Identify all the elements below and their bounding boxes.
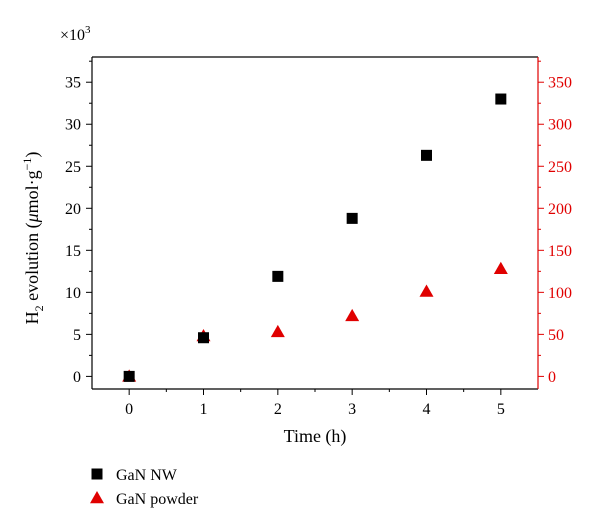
x-tick-label: 2	[274, 401, 282, 418]
y-tick-label-left: 25	[65, 159, 81, 176]
y-tick-label-right: 300	[548, 117, 572, 134]
data-point-gan-nw	[421, 149, 432, 161]
x-tick-label: 1	[200, 401, 208, 418]
left-axis-ticks: 0 5 10 15 20 25 30 35	[65, 60, 92, 386]
right-axis-ticks: 0 50 100 150 200 250 300 350	[538, 60, 572, 386]
x-tick-label: 4	[423, 401, 431, 418]
y-tick-label-right: 50	[548, 327, 564, 344]
y-tick-label-left: 30	[65, 117, 81, 134]
data-point-gan-powder	[419, 284, 434, 297]
y-tick-label-left: 20	[65, 201, 81, 218]
x-tick-label: 5	[497, 401, 505, 418]
y-tick-label-left: 10	[65, 285, 81, 302]
legend: GaN NW GaN powder	[90, 467, 199, 508]
data-point-gan-nw	[346, 212, 358, 224]
y-multiplier-label: ×103	[60, 24, 91, 44]
y-tick-label-right: 250	[548, 159, 572, 176]
y-tick-label-left: 5	[73, 327, 81, 344]
data-point-gan-powder	[270, 324, 285, 338]
y-tick-label-left: 15	[65, 243, 81, 260]
y-tick-label-right: 100	[548, 285, 572, 302]
y-multiplier-exponent: 3	[85, 24, 91, 36]
legend-marker-triangle	[90, 491, 104, 504]
y-axis-label-left: H2 evolution (μmol·g−1)	[20, 152, 46, 325]
data-point-gan-nw	[272, 270, 284, 282]
y-tick-label-right: 350	[548, 75, 572, 92]
y-tick-label-right: 150	[548, 243, 572, 260]
legend-label: GaN NW	[116, 467, 178, 484]
y-tick-label-right: 0	[548, 369, 556, 386]
x-tick-label: 3	[348, 401, 356, 418]
data-point-gan-nw	[198, 332, 209, 344]
legend-marker-square	[91, 468, 103, 480]
legend-label: GaN powder	[116, 491, 199, 508]
x-axis-ticks: 0 1 2 3 4 5	[125, 389, 505, 418]
data-point-gan-nw	[495, 93, 507, 105]
axes-group	[91, 56, 539, 390]
x-axis-label: Time (h)	[284, 426, 347, 447]
y-tick-label-right: 200	[548, 201, 572, 218]
x-tick-label: 0	[125, 401, 133, 418]
y-tick-label-left: 35	[65, 75, 81, 92]
y-tick-label-left: 0	[73, 369, 81, 386]
data-marks	[122, 93, 508, 382]
data-point-gan-powder	[345, 308, 360, 322]
data-point-gan-nw	[123, 370, 135, 382]
data-point-gan-powder	[493, 261, 508, 275]
